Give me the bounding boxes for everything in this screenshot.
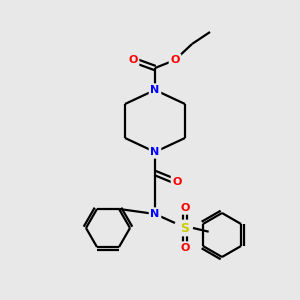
Text: N: N	[150, 147, 160, 157]
Text: N: N	[150, 85, 160, 95]
Text: N: N	[150, 209, 160, 219]
Text: O: O	[180, 243, 190, 253]
Text: O: O	[128, 55, 138, 65]
Text: O: O	[170, 55, 180, 65]
Text: O: O	[180, 203, 190, 213]
Text: O: O	[172, 177, 182, 187]
Text: S: S	[181, 221, 190, 235]
